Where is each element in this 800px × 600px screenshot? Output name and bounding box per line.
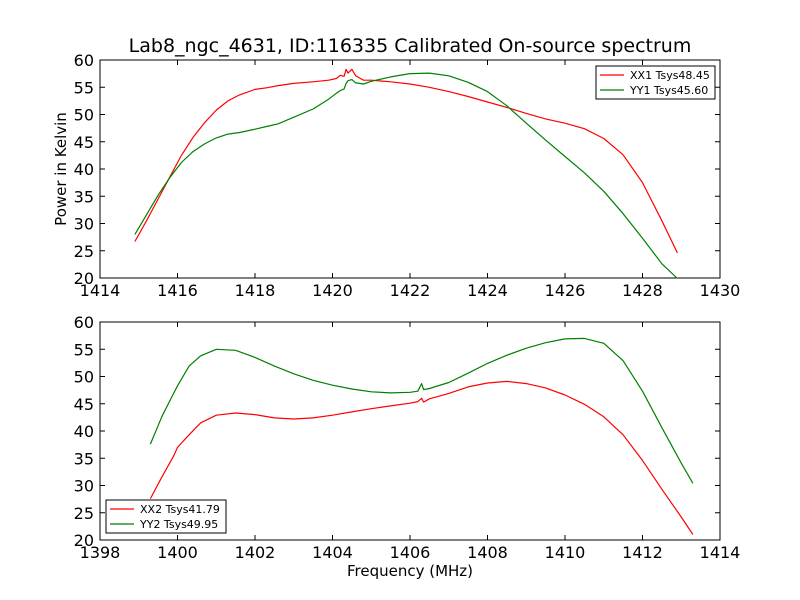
x-tick-label: 1408 — [467, 543, 508, 562]
y-tick-label: 30 — [74, 215, 94, 234]
x-tick-label: 1410 — [545, 543, 586, 562]
x-tick-label: 1406 — [390, 543, 431, 562]
x-tick-label: 1430 — [700, 281, 741, 300]
y-tick-label: 55 — [74, 340, 94, 359]
y-tick-label: 60 — [74, 313, 94, 332]
x-tick-label: 1412 — [622, 543, 663, 562]
y-tick-label: 20 — [74, 531, 94, 550]
y-tick-label: 60 — [74, 51, 94, 70]
legend-label: XX1 Tsys48.45 — [630, 69, 710, 82]
series-line-yy1 — [134, 72, 678, 279]
x-tick-label: 1416 — [157, 281, 198, 300]
legend-box — [105, 499, 227, 534]
x-tick-label: 1414 — [80, 281, 121, 300]
x-tick-label: 1404 — [312, 543, 353, 562]
x-tick-label: 1428 — [622, 281, 663, 300]
y-tick-label: 50 — [74, 106, 94, 125]
y-tick-label: 45 — [74, 395, 94, 414]
legend-box — [595, 65, 716, 100]
y-tick-label: 40 — [74, 422, 94, 441]
x-tick-label: 1398 — [80, 543, 121, 562]
y-tick-label: 45 — [74, 133, 94, 152]
y-tick-label: 35 — [74, 449, 94, 468]
legend-label: XX2 Tsys41.79 — [140, 503, 220, 516]
legend-label: YY2 Tsys49.95 — [139, 518, 218, 531]
y-tick-label: 35 — [74, 187, 94, 206]
y-tick-label: 25 — [74, 242, 94, 261]
x-tick-label: 1402 — [235, 543, 276, 562]
chart-title: Lab8_ngc_4631, ID:116335 Calibrated On-s… — [129, 35, 692, 57]
x-tick-label: 1424 — [467, 281, 508, 300]
x-tick-label: 1422 — [390, 281, 431, 300]
x-tick-label: 1414 — [700, 543, 741, 562]
legend-label: YY1 Tsys45.60 — [629, 84, 708, 97]
chart-panel-top: 1414 1416 1418 1420 1422 1424 1426 1428 1430 20 25… — [52, 35, 740, 300]
series-line-yy2 — [149, 337, 694, 484]
x-tick-label: 1420 — [312, 281, 353, 300]
x-tick-label: 1426 — [545, 281, 586, 300]
y-tick-label: 40 — [74, 160, 94, 179]
chart-panel-bottom: 1398 1400 1402 1404 1406 1408 1410 1412 1414 20 25… — [74, 313, 741, 580]
x-tick-label: 1400 — [157, 543, 198, 562]
series-line-xx2 — [149, 380, 694, 535]
y-tick-label: 50 — [74, 368, 94, 387]
series-line-xx1 — [134, 68, 678, 254]
y-tick-label: 20 — [74, 269, 94, 288]
y-tick-label: 25 — [74, 504, 94, 523]
y-tick-label: 30 — [74, 477, 94, 496]
x-tick-label: 1418 — [235, 281, 276, 300]
x-axis-label: Frequency (MHz) — [347, 562, 473, 580]
y-axis-label: Power in Kelvin — [52, 112, 70, 226]
y-tick-label: 55 — [74, 78, 94, 97]
